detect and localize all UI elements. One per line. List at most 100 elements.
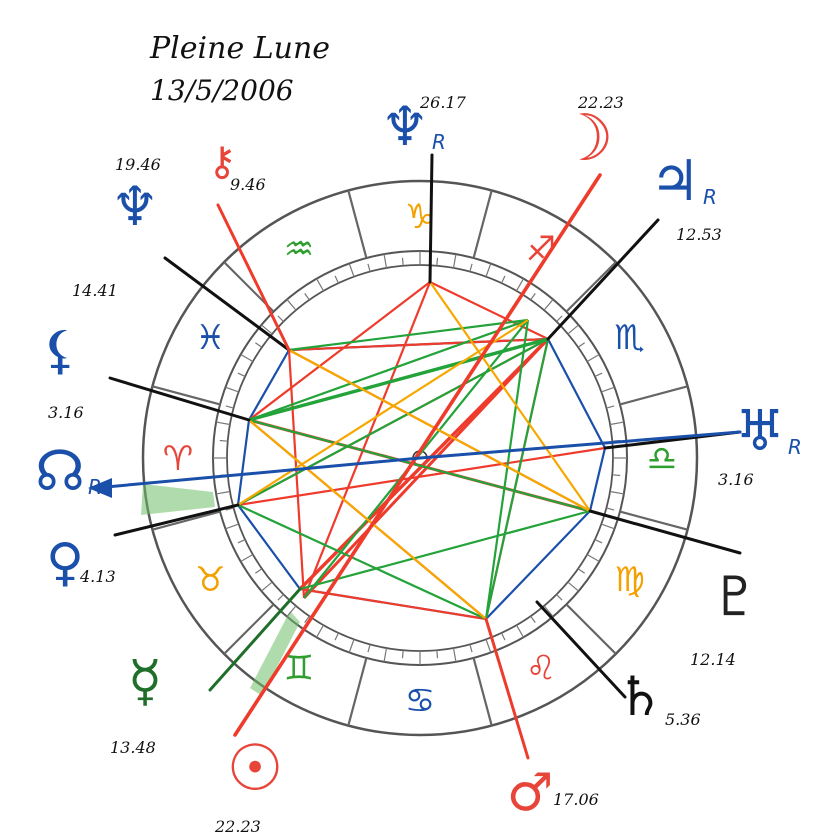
title-line1: Pleine Lune [149, 31, 330, 66]
degree-tick [606, 405, 615, 409]
degree-tick [577, 342, 585, 348]
degree-tick [401, 257, 404, 266]
degree-tick [469, 263, 473, 272]
degree-tick [606, 507, 615, 511]
mercury-degree-label: 13.48 [110, 738, 156, 757]
aspect-red [288, 337, 549, 352]
lilith-degree-label: 14.41 [72, 281, 118, 300]
axis-lilith [108, 376, 251, 422]
pluto-degree-label: 12.14 [690, 650, 736, 669]
axis-node [93, 456, 422, 490]
degree-tick [452, 254, 457, 269]
sector-divider [152, 385, 221, 406]
degree-tick [334, 275, 339, 284]
aspect-red [429, 281, 549, 340]
degree-tick [255, 568, 263, 574]
degree-tick [334, 632, 339, 641]
sector-divider [619, 385, 688, 406]
degree-tick [383, 254, 388, 269]
degree-tick [225, 386, 239, 393]
moon-icon: ☽ [556, 102, 613, 176]
degree-tick [601, 386, 615, 393]
chiron-icon: ⚷ [207, 139, 236, 185]
axis-node-east [418, 430, 742, 460]
sector-divider [565, 603, 617, 655]
degree-tick [225, 507, 234, 511]
aspect-orange [429, 281, 591, 512]
chiron-degree-label: 9.46 [230, 175, 266, 194]
degree-tick [485, 263, 492, 277]
shaded-sector-taurus [250, 611, 300, 696]
aspect-blue-hexagon [236, 337, 607, 621]
zodiac-taurus-icon: ♉ [195, 560, 225, 600]
degree-tick [367, 644, 371, 653]
degree-tick [240, 353, 254, 363]
sector-divider [347, 657, 368, 726]
degree-tick [383, 647, 388, 662]
degree-tick [401, 650, 404, 659]
degree-tick [348, 639, 355, 653]
aspect-green [484, 319, 530, 620]
sector-divider [619, 510, 688, 531]
axis-mars [484, 617, 530, 760]
saturn-icon: ♄ [616, 665, 664, 728]
degree-tick [609, 421, 624, 426]
lilith-icon: ⚸ [41, 321, 79, 381]
degree-tick [530, 293, 536, 301]
zodiac-glyphs: ♑♐♏♎♍♌♋♊♉♈♓♒ [163, 197, 677, 721]
outer-ring [141, 179, 699, 737]
degree-tick [452, 647, 457, 662]
degree-tick [586, 553, 600, 563]
degree-tick [501, 632, 506, 641]
degree-tick [612, 474, 621, 477]
zodiac-leo-icon: ♌ [526, 649, 556, 689]
aspect-red [248, 281, 431, 421]
degree-tick [577, 568, 585, 574]
degree-tick [286, 605, 297, 617]
planet-labels: ☽22.23♃ R12.53♅ R3.16♇12.14♄ 5.36♂ 17.06☉22.… [35, 93, 802, 836]
mercury-icon: ☿ [128, 649, 162, 714]
uranus-icon: ♅ [735, 399, 785, 464]
axis-pluto [588, 509, 742, 555]
axis-venus [113, 503, 240, 537]
node-arrow-head [88, 478, 112, 498]
degree-tick [240, 553, 254, 563]
degree-tick [216, 421, 231, 426]
degree-tick [277, 594, 284, 601]
zodiac-virgo-icon: ♍ [614, 560, 644, 600]
degree-tick [237, 539, 246, 544]
degree-tick [304, 293, 310, 301]
degree-tick [543, 605, 554, 617]
pluto-icon: ♇ [711, 565, 759, 628]
aspect-green [237, 338, 549, 506]
degree-tick [277, 315, 284, 322]
uranus-retrograde-label: R [788, 435, 802, 459]
degree-tick [567, 581, 579, 592]
axis-north-node [428, 153, 434, 284]
planet-axis-lines [88, 153, 742, 760]
aspect-green [484, 338, 550, 620]
degree-tick [485, 639, 492, 653]
aspect-red [237, 446, 606, 507]
degree-tick [594, 372, 603, 377]
axis-mercury [208, 587, 302, 692]
venus-icon: ♀ [46, 533, 84, 593]
degree-tick [304, 615, 310, 623]
axis-moon [233, 173, 602, 737]
degree-tick [556, 315, 563, 322]
degree-tick [367, 263, 371, 272]
degree-tick [225, 405, 234, 409]
degree-tick [515, 624, 525, 638]
axis-saturn [535, 600, 627, 699]
uranus-degree-label: 3.16 [718, 470, 754, 489]
degree-tick [594, 539, 603, 544]
axis-chiron [216, 203, 291, 352]
venus-degree-label: 4.13 [79, 567, 116, 586]
degree-tick [436, 257, 439, 266]
jupiter-icon: ♃ [650, 149, 700, 214]
zodiac-aries-icon: ♈ [163, 439, 193, 479]
zodiac-libra-icon: ♎ [647, 439, 677, 479]
zodiac-pisces-icon: ♓ [195, 318, 225, 358]
degree-tick [315, 624, 325, 638]
